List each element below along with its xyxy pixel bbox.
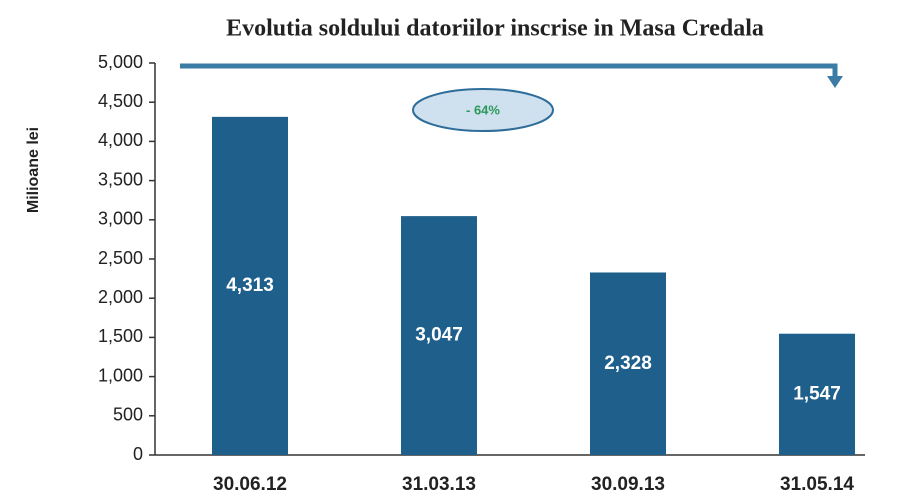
arrow-head (827, 76, 843, 88)
value-label: 3,047 (415, 325, 463, 346)
x-tick-label: 30.09.13 (591, 474, 665, 495)
value-label: 4,313 (226, 275, 274, 296)
y-tick-label: 0 (133, 444, 143, 464)
y-tick-label: 4,000 (98, 130, 143, 150)
annotation: - 64% (466, 102, 500, 117)
x-tick-label: 31.03.13 (402, 474, 476, 495)
y-tick-label: 1,000 (98, 365, 143, 385)
annotation-bubble (412, 88, 554, 132)
trend-arrow (180, 63, 838, 80)
y-tick-label: 4,500 (98, 91, 143, 111)
y-tick-label: 2,500 (98, 248, 143, 268)
y-tick-label: 2,000 (98, 287, 143, 307)
bar (212, 116, 288, 455)
bar (401, 216, 477, 455)
y-tick-label: 3,500 (98, 169, 143, 189)
chart-title: Evolutia soldului datoriilor inscrise in… (226, 16, 764, 42)
value-label: 2,328 (604, 353, 652, 374)
y-tick-label: 5,000 (98, 52, 143, 72)
y-tick-label: 3,000 (98, 209, 143, 229)
value-label: 1,547 (793, 383, 841, 404)
x-tick-label: 31.05.14 (780, 474, 854, 495)
y-tick-label: 500 (113, 405, 143, 425)
bar (590, 272, 666, 455)
bar (779, 333, 855, 455)
x-tick-label: 30.06.12 (213, 474, 287, 495)
y-tick-label: 1,500 (98, 326, 143, 346)
y-axis-label: Milioane lei (25, 127, 42, 213)
